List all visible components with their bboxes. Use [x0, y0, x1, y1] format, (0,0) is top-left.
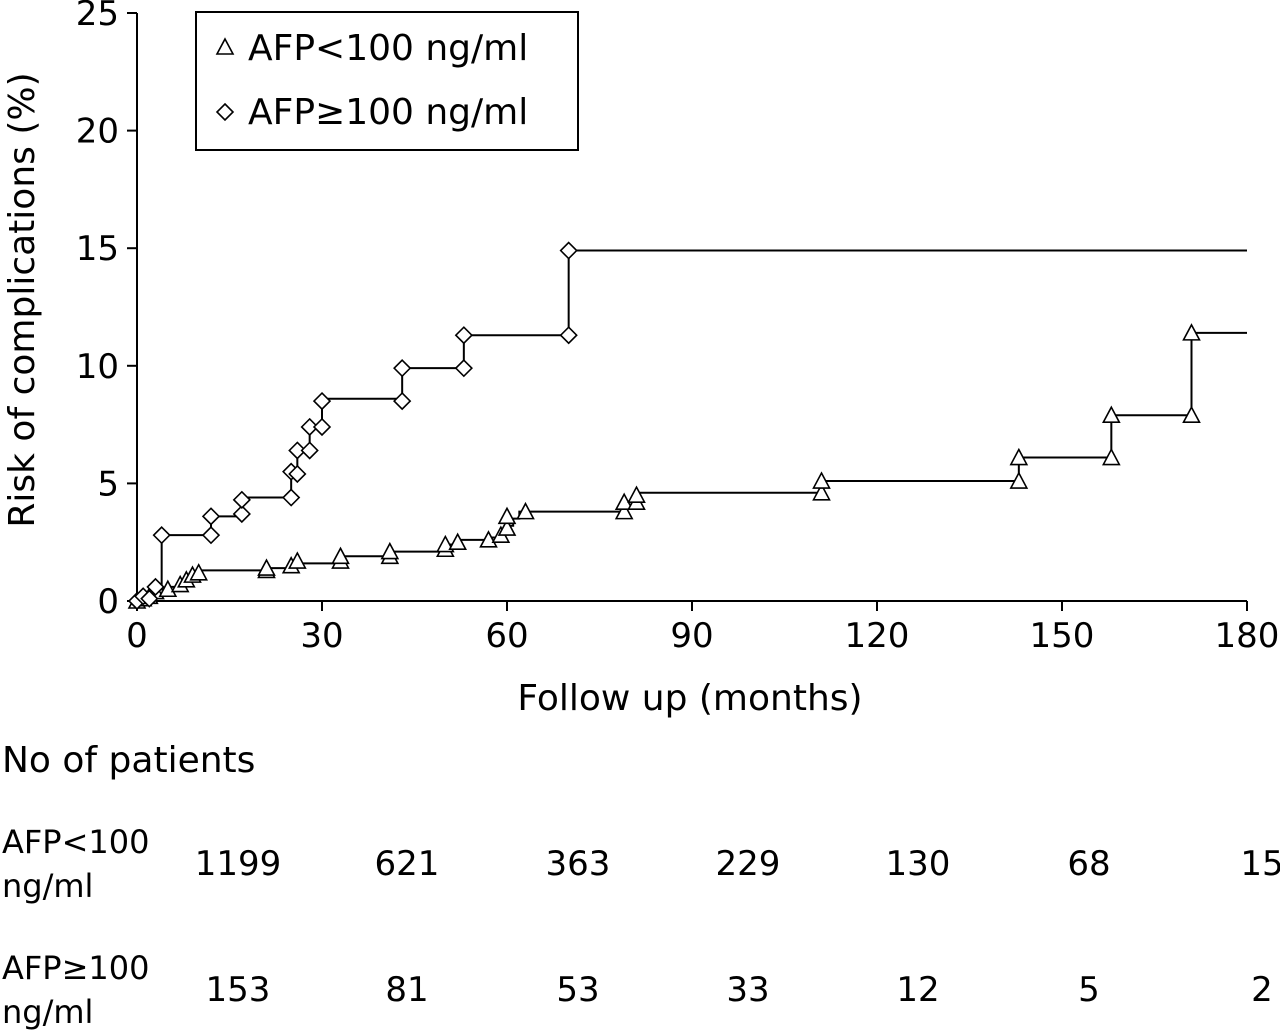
- risk-cell: 2: [1251, 970, 1273, 1010]
- triangle-marker: [436, 534, 455, 553]
- km-chart: 0 30 60 90 120 150 180 0 5 10 15 20 25 Follow up (m…: [2, 0, 1279, 719]
- risk-cell: 68: [1067, 844, 1111, 884]
- risk-cell: 130: [885, 844, 951, 884]
- triangle-marker: [1009, 447, 1029, 466]
- diamond-marker: [282, 488, 301, 507]
- triangle-marker: [288, 551, 307, 569]
- diamond-marker: [393, 391, 412, 411]
- x-axis-label: Follow up (months): [517, 678, 862, 719]
- diamond-marker: [312, 417, 332, 437]
- diamond-marker: [559, 241, 578, 260]
- y-tick-label: 5: [97, 464, 119, 504]
- x-tick-label: 0: [126, 616, 148, 656]
- risk-row-label-line2: ng/ml: [2, 867, 94, 905]
- triangle-marker: [448, 532, 467, 551]
- triangle-marker: [497, 506, 517, 525]
- legend-label-afp-low: AFP<100 ng/ml: [248, 28, 528, 69]
- triangle-marker: [331, 546, 350, 565]
- x-tick-label: 90: [670, 616, 713, 656]
- diamond-marker: [300, 441, 319, 460]
- x-axis-ticks: 0 30 60 90 120 150 180: [126, 601, 1279, 656]
- triangle-marker: [516, 501, 535, 520]
- legend-triangle-icon: [215, 37, 235, 55]
- diamond-marker: [288, 441, 307, 460]
- triangle-marker: [614, 501, 634, 520]
- diamond-marker: [201, 507, 221, 526]
- triangle-marker: [812, 471, 831, 489]
- diamond-marker: [152, 526, 171, 545]
- triangle-marker: [1009, 471, 1029, 489]
- risk-cell: 12: [896, 970, 940, 1010]
- diamond-marker: [559, 326, 578, 345]
- risk-row-label-line1: AFP<100: [2, 823, 150, 861]
- y-tick-label: 10: [76, 347, 119, 387]
- risk-cell: 621: [374, 844, 440, 884]
- risk-row-label-afp-low: AFP<100 ng/ml: [2, 820, 172, 908]
- risk-row-label-line1: AFP≥100: [2, 949, 150, 987]
- y-tick-label: 15: [76, 229, 119, 269]
- x-tick-label: 180: [1215, 616, 1280, 656]
- triangle-marker: [1182, 323, 1201, 341]
- diamond-marker: [201, 526, 221, 545]
- diamond-marker: [454, 359, 473, 378]
- diamond-marker: [232, 490, 251, 509]
- triangle-marker: [812, 483, 831, 501]
- legend-label-afp-high: AFP≥100 ng/ml: [248, 92, 528, 133]
- risk-row-label-afp-high: AFP≥100 ng/ml: [2, 946, 172, 1034]
- x-tick-label: 30: [300, 616, 343, 656]
- x-tick-label: 120: [845, 616, 910, 656]
- y-axis-ticks: 0 5 10 15 20 25: [76, 0, 137, 622]
- y-tick-label: 0: [97, 582, 119, 622]
- diamond-marker: [454, 326, 473, 345]
- series-line-afp-low: [137, 331, 1247, 602]
- diamond-marker: [140, 589, 159, 608]
- risk-cell: 81: [385, 970, 429, 1010]
- y-tick-label: 20: [76, 112, 119, 152]
- triangle-marker: [1102, 405, 1121, 423]
- triangle-marker: [1102, 447, 1121, 466]
- triangle-marker: [627, 485, 646, 503]
- risk-table: No of patients AFP<100 ng/ml 1199 621 36…: [0, 730, 1280, 1036]
- triangle-marker: [158, 579, 178, 598]
- risk-cell: 5: [1078, 970, 1100, 1010]
- risk-row-label-line2: ng/ml: [2, 993, 94, 1031]
- risk-cell: 363: [545, 844, 611, 884]
- diamond-marker: [393, 359, 412, 378]
- y-tick-label: 25: [76, 0, 119, 34]
- risk-cell: 33: [726, 970, 770, 1010]
- triangle-marker: [497, 518, 517, 536]
- triangle-marker: [479, 530, 498, 548]
- triangle-marker: [1182, 405, 1201, 423]
- risk-cell: 53: [556, 970, 600, 1010]
- risk-table-title: No of patients: [2, 740, 256, 781]
- diamond-marker: [300, 417, 319, 437]
- legend-diamond-icon: [215, 102, 235, 122]
- diamond-marker: [288, 464, 307, 484]
- x-tick-label: 60: [485, 616, 528, 656]
- diamond-marker: [232, 504, 251, 524]
- risk-cell: 15: [1240, 844, 1280, 884]
- triangle-marker: [189, 563, 209, 581]
- risk-cell: 153: [205, 970, 271, 1010]
- triangle-marker: [257, 558, 276, 576]
- diamond-marker: [312, 391, 332, 411]
- y-axis-label: Risk of complications (%): [2, 72, 43, 527]
- triangle-marker: [380, 541, 400, 560]
- legend-box: [195, 11, 579, 151]
- diamond-marker: [146, 577, 165, 597]
- legend: AFP<100 ng/ml AFP≥100 ng/ml: [195, 11, 579, 151]
- risk-cell: 1199: [194, 844, 282, 884]
- series-layer: [127, 241, 1247, 611]
- risk-cell: 229: [715, 844, 781, 884]
- x-tick-label: 150: [1030, 616, 1095, 656]
